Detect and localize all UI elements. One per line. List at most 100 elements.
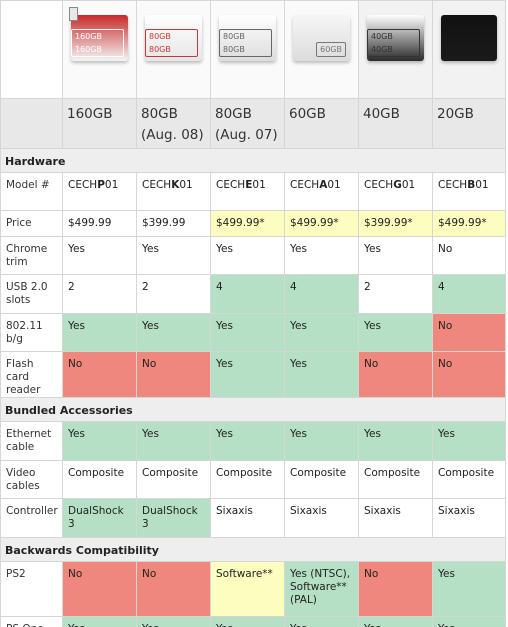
row-label: Controller bbox=[0, 498, 63, 538]
model-letter: G bbox=[393, 179, 402, 191]
row-label: Model # bbox=[0, 172, 63, 211]
row-label: Chrome trim bbox=[0, 236, 63, 275]
value-cell: Yes bbox=[358, 616, 433, 627]
console-image[interactable]: 40GB 40GB bbox=[359, 1, 432, 98]
value-cell: CECHG01 bbox=[358, 172, 433, 211]
value-cell: Composite bbox=[62, 460, 137, 499]
value-cell: $499.99* bbox=[432, 210, 506, 237]
value-cell: Yes bbox=[284, 236, 359, 275]
capacity-label: 80GB bbox=[141, 106, 178, 122]
model-suffix: 01 bbox=[179, 179, 193, 191]
value-cell: CECHA01 bbox=[284, 172, 359, 211]
model-letter: B bbox=[467, 179, 476, 191]
value-cell: Yes bbox=[358, 236, 433, 275]
capacity-label: 60GB bbox=[289, 106, 326, 122]
console-image-cell: 40GB 40GB bbox=[358, 0, 433, 99]
row-flash-reader: Flash card reader No No Yes Yes No No bbox=[0, 351, 506, 398]
console-image-cell bbox=[432, 0, 506, 99]
console-image[interactable]: 160GB 160GB bbox=[63, 1, 136, 98]
value-cell: CECHK01 bbox=[136, 172, 211, 211]
value-cell: 2 bbox=[62, 274, 137, 314]
value-cell: CECHB01 bbox=[432, 172, 506, 211]
value-cell: No bbox=[62, 561, 137, 617]
console-image[interactable]: 80GB 80GB bbox=[137, 1, 210, 98]
value-cell: Yes bbox=[136, 421, 211, 461]
value-cell: No bbox=[358, 561, 433, 617]
row-video-cables: Video cables Composite Composite Composite C… bbox=[0, 460, 506, 499]
value-cell: Yes bbox=[62, 236, 137, 275]
console-image-cell: 160GB 160GB bbox=[62, 0, 137, 99]
capacity-sub: (Aug. 08) bbox=[141, 127, 204, 143]
console-image[interactable]: 80GB 80GB bbox=[211, 1, 284, 98]
capacity-cell: 80GB (Aug. 08) bbox=[136, 98, 211, 149]
row-label: Flash card reader bbox=[0, 351, 63, 398]
image-corner-cell bbox=[0, 0, 63, 99]
value-cell: Composite bbox=[284, 460, 359, 499]
model-prefix: CECH bbox=[142, 179, 172, 191]
section-title: Bundled Accessories bbox=[0, 397, 506, 422]
value-cell: $499.99* bbox=[210, 210, 285, 237]
capacity-cell: 160GB bbox=[62, 98, 137, 149]
value-cell: $399.99 bbox=[136, 210, 211, 237]
capacity-cell: 80GB (Aug. 07) bbox=[210, 98, 285, 149]
model-prefix: CECH bbox=[364, 179, 394, 191]
capacity-cell: 40GB bbox=[358, 98, 433, 149]
value-cell: DualShock 3 bbox=[136, 498, 211, 538]
capacity-row: 160GB 80GB (Aug. 08) 80GB (Aug. 07) 60GB 4… bbox=[0, 98, 506, 149]
model-suffix: 01 bbox=[475, 179, 489, 191]
value-cell: Yes bbox=[432, 421, 506, 461]
value-cell: Yes bbox=[210, 421, 285, 461]
console-image-cell: 80GB 80GB bbox=[210, 0, 285, 99]
value-cell: Sixaxis bbox=[284, 498, 359, 538]
section-header-bundled: Bundled Accessories bbox=[0, 397, 506, 422]
section-title: Hardware bbox=[0, 148, 506, 173]
value-cell: Sixaxis bbox=[358, 498, 433, 538]
value-cell: 2 bbox=[136, 274, 211, 314]
row-label: USB 2.0 slots bbox=[0, 274, 63, 314]
value-cell: No bbox=[432, 313, 506, 352]
console-capacity-badge: 60GB bbox=[316, 42, 346, 57]
row-wifi: 802.11 b/g Yes Yes Yes Yes Yes No bbox=[0, 313, 506, 352]
value-cell: Yes bbox=[62, 313, 137, 352]
model-letter: K bbox=[171, 179, 180, 191]
row-usb-slots: USB 2.0 slots 2 2 4 4 2 4 bbox=[0, 274, 506, 314]
capacity-cell: 60GB bbox=[284, 98, 359, 149]
row-ethernet: Ethernet cable Yes Yes Yes Yes Yes Yes bbox=[0, 421, 506, 461]
value-cell: Yes bbox=[62, 421, 137, 461]
capacity-corner-cell bbox=[0, 98, 63, 149]
value-cell: No bbox=[432, 351, 506, 398]
value-cell: Yes bbox=[136, 236, 211, 275]
value-cell: Yes bbox=[210, 351, 285, 398]
value-cell: 2 bbox=[358, 274, 433, 314]
value-cell: Composite bbox=[210, 460, 285, 499]
console-capacity-badge: 80GB 80GB bbox=[145, 29, 198, 57]
row-ps-one: PS OneYesYesYesYesYesYes bbox=[0, 616, 506, 627]
value-cell: $499.99* bbox=[284, 210, 359, 237]
row-label: PS2 bbox=[0, 561, 63, 617]
model-suffix: 01 bbox=[327, 179, 341, 191]
console-image[interactable]: 60GB bbox=[285, 1, 358, 98]
value-cell: Software** bbox=[210, 561, 285, 617]
value-cell: Yes bbox=[284, 616, 359, 627]
value-cell: Yes bbox=[284, 421, 359, 461]
package-icon bbox=[69, 7, 78, 21]
value-cell: Yes bbox=[432, 616, 506, 627]
value-cell: Yes bbox=[210, 616, 285, 627]
model-prefix: CECH bbox=[216, 179, 246, 191]
console-capacity-badge: 40GB 40GB bbox=[367, 29, 420, 57]
model-prefix: CECH bbox=[68, 179, 98, 191]
value-cell: No bbox=[62, 351, 137, 398]
value-cell: Yes bbox=[136, 616, 211, 627]
value-cell: Yes bbox=[284, 351, 359, 398]
console-photo: 60GB bbox=[293, 15, 350, 61]
model-letter: P bbox=[97, 179, 105, 191]
value-cell: $399.99* bbox=[358, 210, 433, 237]
model-letter: A bbox=[319, 179, 328, 191]
value-cell: Yes bbox=[358, 421, 433, 461]
console-image[interactable] bbox=[433, 1, 505, 98]
value-cell: Yes (NTSC), Software** (PAL) bbox=[284, 561, 359, 617]
image-row: 160GB 160GB 80GB 80GB 80GB 80GB 60GB 40G… bbox=[0, 0, 506, 99]
value-cell: Yes bbox=[432, 561, 506, 617]
value-cell: Composite bbox=[136, 460, 211, 499]
